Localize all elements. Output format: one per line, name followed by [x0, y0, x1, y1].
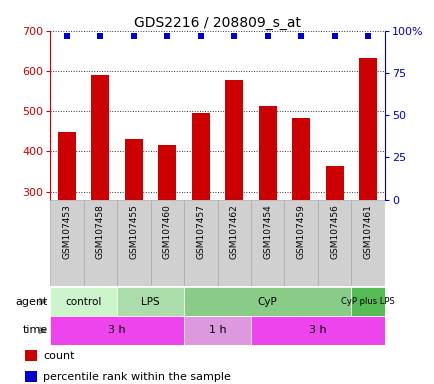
Text: CyP: CyP [257, 296, 277, 307]
Point [264, 33, 271, 39]
Point [197, 33, 204, 39]
Title: GDS2216 / 208809_s_at: GDS2216 / 208809_s_at [134, 16, 300, 30]
Bar [250, 200, 284, 286]
Bar [83, 200, 117, 286]
Point [130, 33, 137, 39]
Bar [124, 139, 143, 200]
Bar [184, 287, 351, 316]
Bar [191, 113, 210, 200]
Point [164, 33, 171, 39]
Bar [50, 316, 184, 345]
Bar [150, 200, 184, 286]
Point [331, 33, 338, 39]
Point [97, 33, 104, 39]
Bar [358, 58, 377, 200]
Bar [325, 166, 343, 200]
Text: GSM107458: GSM107458 [95, 204, 105, 259]
Text: control: control [65, 296, 102, 307]
Point [63, 33, 70, 39]
Text: agent: agent [16, 296, 48, 307]
Text: GSM107453: GSM107453 [62, 204, 71, 259]
Bar [91, 74, 109, 200]
Text: GSM107462: GSM107462 [229, 204, 238, 259]
Bar [117, 287, 184, 316]
Bar [57, 132, 76, 200]
Bar [184, 200, 217, 286]
Text: GSM107461: GSM107461 [363, 204, 372, 259]
Text: count: count [43, 351, 75, 361]
Text: GSM107457: GSM107457 [196, 204, 205, 259]
Bar [317, 200, 351, 286]
Point [364, 33, 371, 39]
Bar [224, 80, 243, 200]
Bar [158, 146, 176, 200]
Text: GSM107460: GSM107460 [162, 204, 171, 259]
Point [230, 33, 237, 39]
Text: percentile rank within the sample: percentile rank within the sample [43, 372, 231, 382]
Bar [351, 287, 384, 316]
Bar [25, 371, 37, 382]
Bar [291, 118, 310, 200]
Text: 1 h: 1 h [208, 325, 226, 336]
Text: 3 h: 3 h [309, 325, 326, 336]
Text: GSM107456: GSM107456 [329, 204, 339, 259]
Text: CyP plus LPS: CyP plus LPS [341, 297, 394, 306]
Point [297, 33, 304, 39]
Text: GSM107455: GSM107455 [129, 204, 138, 259]
Bar [351, 200, 384, 286]
Text: GSM107454: GSM107454 [263, 204, 272, 259]
Text: GSM107459: GSM107459 [296, 204, 305, 259]
Bar [217, 200, 250, 286]
Bar [184, 316, 250, 345]
Bar [258, 106, 276, 200]
Bar [50, 287, 117, 316]
Bar [50, 200, 83, 286]
Bar [250, 316, 384, 345]
Text: LPS: LPS [141, 296, 159, 307]
Bar [25, 350, 37, 361]
Bar [117, 200, 150, 286]
Bar [284, 200, 317, 286]
Text: time: time [23, 325, 48, 336]
Text: 3 h: 3 h [108, 325, 125, 336]
